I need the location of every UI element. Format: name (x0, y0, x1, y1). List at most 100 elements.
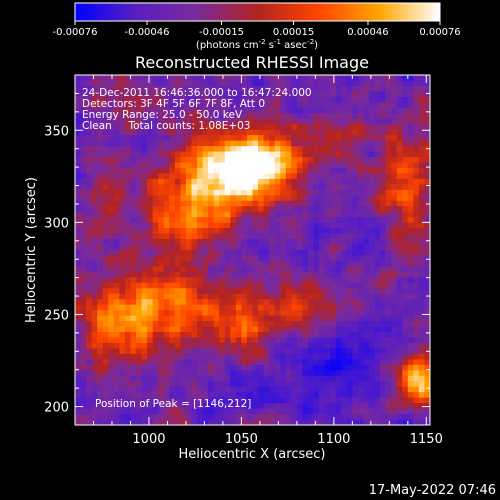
heatmap-cell (407, 260, 414, 268)
heatmap-cell (258, 348, 265, 355)
heatmap-cell (141, 359, 148, 366)
heatmap-cell (91, 277, 98, 284)
heatmap-cell (385, 342, 392, 350)
heatmap-cell (402, 419, 409, 425)
heatmap-cell (296, 96, 304, 103)
heatmap-cell (346, 178, 353, 185)
heatmap-cell (219, 184, 226, 191)
heatmap-cell (158, 299, 165, 306)
heatmap-cell (185, 408, 193, 415)
heatmap-cell (219, 157, 226, 164)
heatmap-cell (202, 140, 209, 147)
heatmap-cell (163, 113, 170, 120)
heatmap-cell (246, 96, 254, 103)
heatmap-cell (147, 140, 154, 147)
heatmap-cell (141, 271, 148, 278)
heatmap-cell (141, 102, 148, 109)
heatmap-cell (391, 102, 398, 109)
heatmap-cell (341, 403, 348, 410)
heatmap-cell (208, 244, 215, 251)
heatmap-cell (91, 304, 98, 311)
heatmap-cell (368, 96, 376, 103)
heatmap-cell (263, 211, 270, 218)
heatmap-cell (246, 299, 254, 306)
heatmap-cell (418, 222, 426, 229)
heatmap-cell (152, 124, 159, 131)
heatmap-cell (241, 189, 248, 196)
heatmap-cell (224, 397, 231, 404)
heatmap-cell (407, 271, 414, 278)
heatmap-cell (391, 277, 398, 284)
heatmap-cell (280, 381, 287, 388)
heatmap-cell (252, 386, 259, 393)
heatmap-cell (213, 277, 220, 284)
heatmap-cell (380, 250, 387, 257)
heatmap-cell (341, 364, 348, 371)
heatmap-cell (285, 315, 292, 322)
heatmap-cell (307, 359, 315, 366)
heatmap-cell (402, 255, 409, 262)
heatmap-cell (158, 392, 165, 399)
heatmap-cell (274, 107, 281, 114)
heatmap-cell (363, 217, 370, 224)
heatmap-cell (180, 375, 187, 382)
heatmap-cell (352, 195, 359, 202)
heatmap-cell (224, 244, 231, 251)
heatmap-cell (113, 353, 120, 360)
heatmap-cell (396, 293, 403, 300)
heatmap-cell (169, 206, 176, 213)
heatmap-cell (258, 167, 265, 175)
heatmap-cell (424, 293, 430, 300)
heatmap-cell (147, 332, 154, 339)
heatmap-cell (108, 91, 115, 98)
heatmap-cell (396, 359, 403, 366)
heatmap-cell (180, 211, 187, 218)
heatmap-cell (235, 288, 243, 295)
heatmap-cell (418, 151, 426, 158)
heatmap-cell (246, 353, 254, 360)
heatmap-cell (380, 206, 387, 213)
heatmap-cell (357, 332, 365, 339)
heatmap-cell (346, 315, 353, 322)
heatmap-cell (158, 146, 165, 153)
heatmap-cell (335, 239, 342, 246)
heatmap-cell (230, 167, 237, 175)
heatmap-cell (296, 342, 304, 350)
heatmap-cell (147, 403, 154, 410)
heatmap-cell (91, 255, 98, 262)
heatmap-cell (368, 392, 376, 399)
heatmap-cell (258, 162, 265, 169)
heatmap-cell (363, 211, 370, 218)
heatmap-cell (402, 381, 409, 388)
heatmap-cell (97, 266, 104, 273)
heatmap-cell (274, 228, 281, 235)
heatmap-cell (418, 375, 426, 382)
heatmap-cell (296, 282, 304, 289)
heatmap-cell (169, 315, 176, 322)
heatmap-cell (413, 271, 420, 278)
heatmap-cell (313, 75, 320, 82)
heatmap-cell (141, 222, 148, 229)
heatmap-cell (158, 206, 165, 213)
heatmap-cell (418, 299, 426, 306)
heatmap-cell (335, 80, 342, 87)
heatmap-cell (174, 288, 181, 295)
heatmap-cell (185, 299, 193, 306)
heatmap-cell (91, 135, 98, 142)
heatmap-cell (307, 211, 315, 218)
heatmap-cell (285, 107, 292, 114)
heatmap-cell (319, 310, 326, 317)
heatmap-cell (163, 277, 170, 284)
heatmap-cell (241, 332, 248, 339)
heatmap-cell (180, 217, 187, 224)
heatmap-cell (246, 397, 254, 404)
heatmap-cell (75, 310, 82, 317)
heatmap-cell (269, 206, 276, 213)
heatmap-cell (108, 332, 115, 339)
heatmap-cell (213, 162, 220, 169)
heatmap-cell (80, 359, 87, 366)
heatmap-cell (91, 266, 98, 273)
heatmap-cell (136, 364, 143, 371)
heatmap-cell (191, 135, 198, 142)
heatmap-cell (252, 102, 259, 109)
